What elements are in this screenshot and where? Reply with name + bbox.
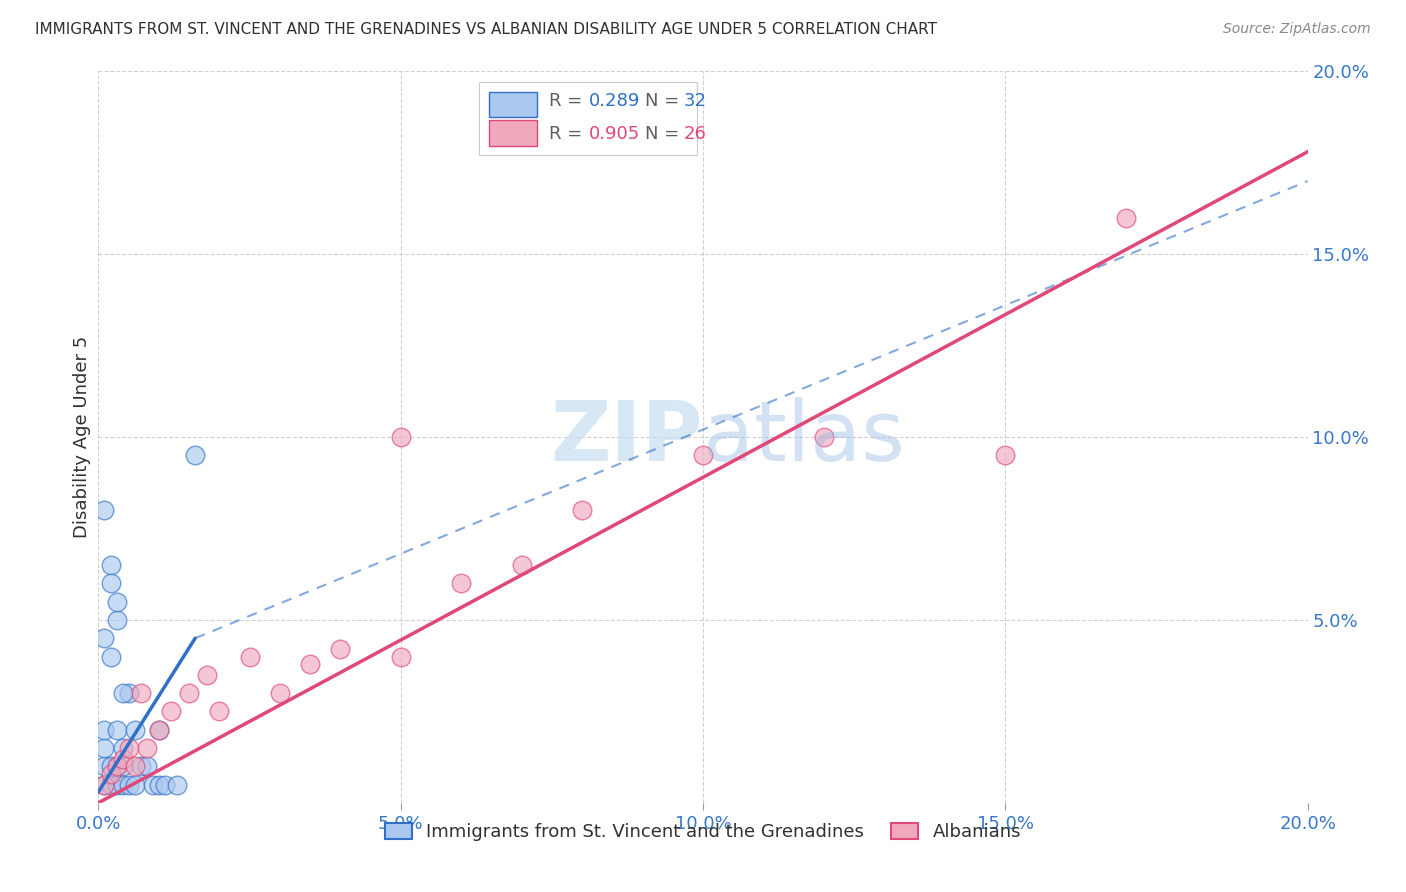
Point — [93, 503, 115, 517]
Point — [142, 778, 165, 792]
Point — [994, 448, 1017, 462]
Point — [135, 759, 157, 773]
Point — [105, 778, 128, 792]
Point — [105, 613, 128, 627]
Point — [813, 430, 835, 444]
Point — [105, 723, 128, 737]
Point — [510, 558, 533, 573]
Point — [100, 576, 122, 591]
Point — [105, 759, 128, 773]
Point — [100, 558, 122, 573]
Text: 0.905: 0.905 — [589, 125, 641, 143]
Point — [1115, 211, 1137, 225]
Point — [153, 778, 176, 792]
Point — [389, 649, 412, 664]
Point — [389, 430, 412, 444]
Point — [124, 759, 146, 773]
Point — [93, 740, 115, 755]
Point — [184, 448, 207, 462]
Point — [93, 778, 115, 792]
Point — [329, 642, 352, 657]
Point — [195, 667, 218, 681]
Text: R =: R = — [550, 125, 589, 143]
Point — [118, 778, 141, 792]
Legend: Immigrants from St. Vincent and the Grenadines, Albanians: Immigrants from St. Vincent and the Gren… — [378, 816, 1028, 848]
Point — [105, 594, 128, 608]
Text: IMMIGRANTS FROM ST. VINCENT AND THE GRENADINES VS ALBANIAN DISABILITY AGE UNDER : IMMIGRANTS FROM ST. VINCENT AND THE GREN… — [35, 22, 938, 37]
Point — [148, 723, 170, 737]
Point — [299, 657, 322, 671]
Point — [124, 778, 146, 792]
Point — [179, 686, 201, 700]
Point — [135, 740, 157, 755]
Point — [148, 723, 170, 737]
Point — [148, 778, 170, 792]
Point — [93, 632, 115, 646]
Text: 26: 26 — [683, 125, 707, 143]
Point — [208, 705, 231, 719]
Point — [111, 759, 134, 773]
Point — [129, 686, 152, 700]
Point — [111, 686, 134, 700]
Point — [124, 723, 146, 737]
Point — [111, 740, 134, 755]
Point — [129, 759, 152, 773]
Point — [118, 686, 141, 700]
FancyBboxPatch shape — [489, 120, 537, 146]
Point — [160, 705, 183, 719]
Point — [571, 503, 593, 517]
Text: 32: 32 — [683, 92, 707, 110]
Point — [100, 766, 122, 780]
Text: N =: N = — [645, 92, 685, 110]
Y-axis label: Disability Age Under 5: Disability Age Under 5 — [73, 336, 91, 538]
Text: 0.289: 0.289 — [589, 92, 641, 110]
Point — [111, 778, 134, 792]
Point — [692, 448, 714, 462]
Point — [111, 752, 134, 766]
Point — [269, 686, 291, 700]
Text: Source: ZipAtlas.com: Source: ZipAtlas.com — [1223, 22, 1371, 37]
Point — [93, 778, 115, 792]
Point — [118, 740, 141, 755]
Point — [93, 759, 115, 773]
Point — [100, 759, 122, 773]
Text: atlas: atlas — [703, 397, 904, 477]
Point — [166, 778, 188, 792]
Text: R =: R = — [550, 92, 589, 110]
Point — [105, 759, 128, 773]
Point — [100, 649, 122, 664]
Point — [93, 723, 115, 737]
Text: N =: N = — [645, 125, 685, 143]
Point — [100, 778, 122, 792]
Point — [450, 576, 472, 591]
FancyBboxPatch shape — [489, 92, 537, 118]
Point — [239, 649, 262, 664]
FancyBboxPatch shape — [479, 82, 697, 155]
Text: ZIP: ZIP — [551, 397, 703, 477]
